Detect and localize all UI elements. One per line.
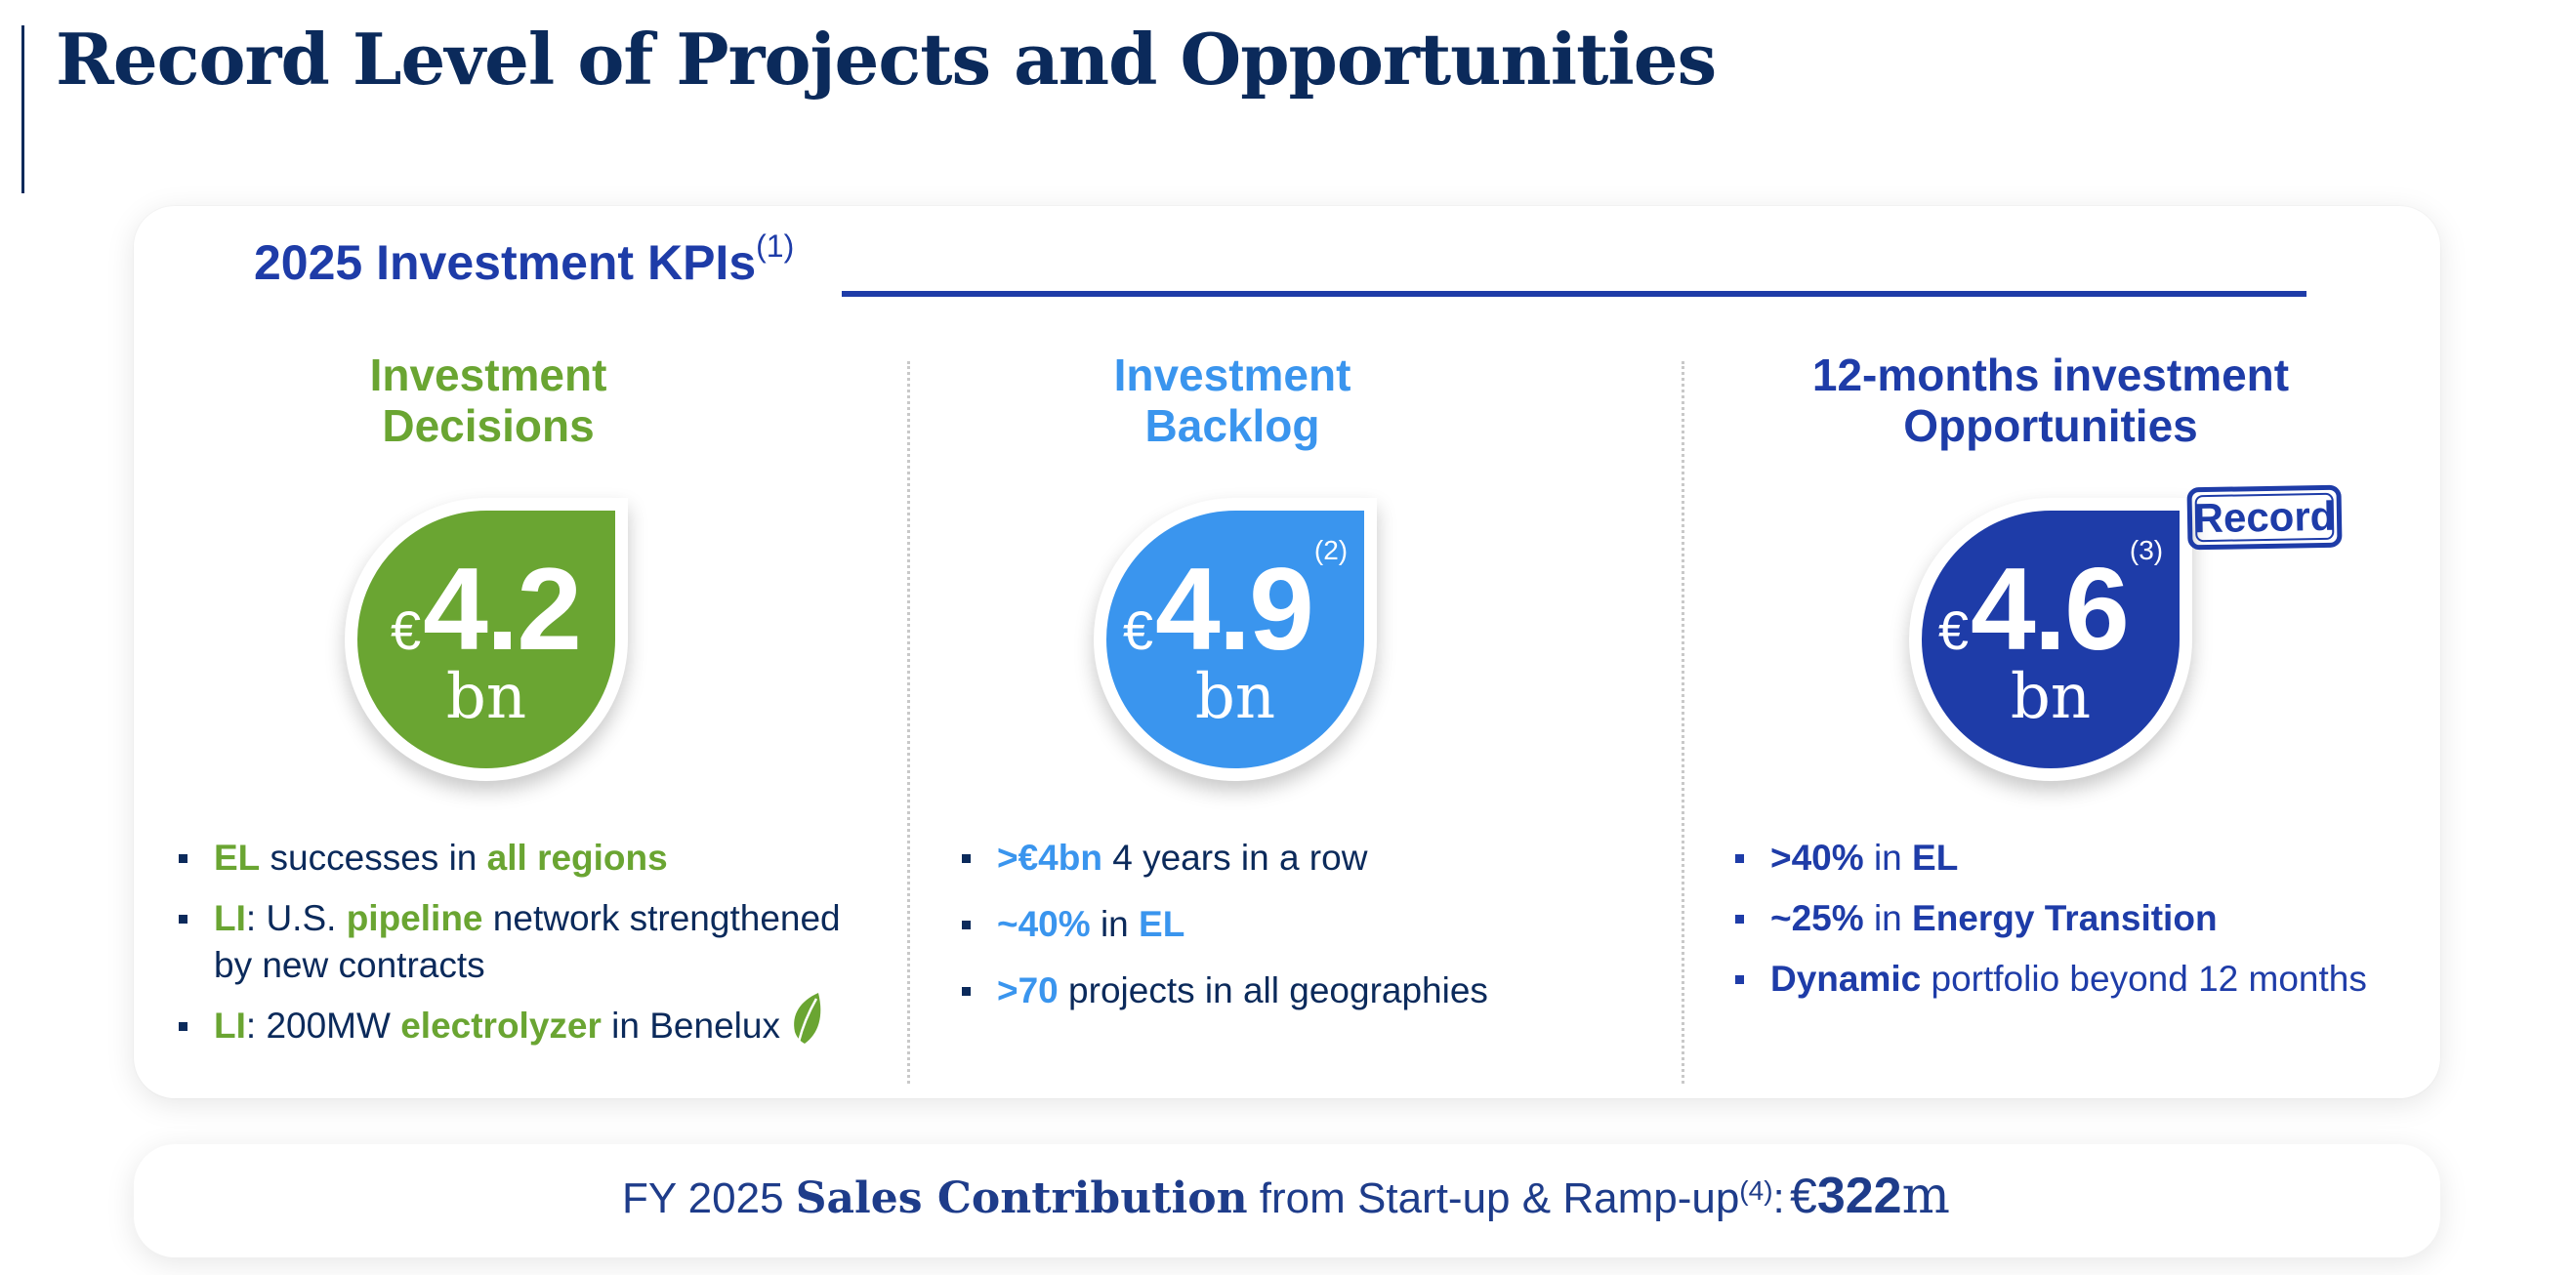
bullet-highlight: LI	[214, 898, 246, 938]
column-divider	[907, 361, 910, 1084]
column-title-investment-backlog: Investment Backlog	[1037, 350, 1428, 451]
column-title-investment-opportunities: 12-months investment Opportunities	[1728, 350, 2373, 451]
bullet-list-investment-opportunities: >40% in EL ~25% in Energy Transition Dyn…	[1735, 835, 2419, 1016]
list-item: >40% in EL	[1735, 835, 2419, 882]
sales-prefix: FY 2025	[622, 1174, 796, 1222]
column-divider	[1682, 361, 1684, 1084]
column-title-line: Investment	[369, 350, 607, 400]
bullet-marker	[962, 987, 971, 996]
kpi-unit: bn	[445, 661, 527, 733]
bullet-marker	[962, 854, 971, 863]
bullet-highlight: EL	[1139, 904, 1185, 944]
bullet-text: successes in	[260, 838, 487, 878]
bullet-highlight: LI	[214, 1006, 246, 1046]
bullet-marker	[179, 915, 187, 924]
title-accent-bar	[21, 25, 24, 193]
kpi-number: 4.9	[1155, 544, 1314, 675]
bullet-highlight: electrolyzer	[400, 1006, 602, 1046]
bullet-text: : U.S.	[245, 898, 347, 938]
bullet-marker	[179, 1022, 187, 1031]
bullet-highlight: Dynamic	[1770, 959, 1922, 999]
bullet-highlight: ~25%	[1770, 898, 1864, 938]
kpi-number: 4.2	[423, 544, 582, 675]
kpi-badge-investment-opportunities: €4.6 (3) bn	[1909, 498, 2202, 791]
bullet-highlight: ~40%	[997, 904, 1091, 944]
kpi-badge-drop: €4.9 (2) bn	[1094, 498, 1377, 781]
bullet-highlight: all regions	[486, 838, 668, 878]
bullet-highlight: >70	[997, 970, 1059, 1010]
column-title-investment-decisions: Investment Decisions	[293, 350, 684, 451]
bullet-marker	[1735, 975, 1744, 984]
bullet-text: network strengthened by new contracts	[214, 898, 841, 985]
kpi-unit: bn	[2010, 661, 2092, 733]
column-title-line: 12-months investment	[1811, 350, 2290, 400]
bullet-list-investment-decisions: EL successes in all regions LI: U.S. pip…	[179, 835, 862, 1063]
kpi-currency: €	[391, 599, 422, 661]
bullet-list-investment-backlog: >€4bn 4 years in a row ~40% in EL >70 pr…	[962, 835, 1645, 1028]
kpi-footnote: (2)	[1313, 535, 1349, 565]
kpi-heading-text: 2025 Investment KPIs	[254, 235, 757, 290]
bullet-text: portfolio beyond 12 months	[1921, 959, 2367, 999]
list-item: LI: U.S. pipeline network strengthened b…	[179, 895, 862, 989]
sales-contribution-value: €322m	[1790, 1164, 1950, 1228]
record-stamp: Record	[2186, 484, 2343, 551]
bullet-text: in	[1863, 898, 1913, 938]
sales-footnote: (4)	[1739, 1175, 1773, 1206]
kpi-heading-rule	[842, 291, 2306, 297]
sales-contribution-card	[134, 1144, 2440, 1257]
kpi-currency: €	[1937, 599, 1970, 661]
kpi-footnote: (3)	[2129, 535, 2164, 565]
bullet-marker	[179, 854, 187, 863]
kpi-unit: bn	[1194, 661, 1276, 733]
kpi-number: 4.6	[1971, 544, 2130, 675]
sales-bold: Sales Contribution	[795, 1173, 1248, 1223]
bullet-highlight: Energy Transition	[1912, 898, 2218, 938]
kpi-badge-drop: €4.2 bn	[345, 498, 628, 781]
kpi-value: €4.2	[391, 551, 582, 668]
page-title: Record Level of Projects and Opportuniti…	[56, 18, 1717, 101]
bullet-text: 4 years in a row	[1101, 838, 1368, 878]
sales-colon: :	[1772, 1174, 1785, 1222]
bullet-text: in	[1090, 904, 1140, 944]
column-title-line: Decisions	[382, 400, 595, 451]
list-item: ~25% in Energy Transition	[1735, 895, 2419, 942]
sales-contribution-label: FY 2025 Sales Contribution from Start-up…	[622, 1170, 1785, 1228]
bullet-marker	[962, 921, 971, 929]
sales-suffix: from Start-up & Ramp-up	[1247, 1174, 1740, 1222]
list-item: EL successes in all regions	[179, 835, 862, 882]
bullet-text: projects in all geographies	[1058, 970, 1488, 1010]
sales-unit: m	[1901, 1167, 1950, 1225]
column-title-line: Investment	[1113, 350, 1351, 400]
kpi-badge-investment-decisions: €4.2 bn	[345, 498, 638, 791]
bullet-highlight: EL	[1912, 838, 1959, 878]
column-title-line: Opportunities	[1903, 400, 2198, 451]
bullet-highlight: >€4bn	[997, 838, 1102, 878]
kpi-value: €4.9 (2)	[1122, 537, 1348, 675]
leaf-icon	[794, 993, 821, 1044]
kpi-heading-footnote: (1)	[756, 228, 795, 264]
kpi-currency: €	[1122, 599, 1154, 661]
bullet-marker	[1735, 854, 1744, 863]
kpi-value: €4.6 (3)	[1937, 537, 2163, 675]
kpi-badge-investment-backlog: €4.9 (2) bn	[1094, 498, 1387, 791]
sales-currency: €	[1790, 1169, 1817, 1223]
list-item: >70 projects in all geographies	[962, 967, 1645, 1014]
list-item: ~40% in EL	[962, 901, 1645, 948]
list-item: >€4bn 4 years in a row	[962, 835, 1645, 882]
sales-number: 322	[1816, 1168, 1902, 1224]
bullet-text: : 200MW	[245, 1006, 401, 1046]
bullet-highlight: >40%	[1770, 838, 1864, 878]
list-item: LI: 200MW electrolyzer in Benelux	[179, 1003, 862, 1049]
list-item: Dynamic portfolio beyond 12 months	[1735, 956, 2419, 1003]
bullet-highlight: EL	[214, 838, 261, 878]
bullet-text: in Benelux	[601, 1006, 780, 1046]
bullet-highlight: pipeline	[346, 898, 483, 938]
kpi-badge-drop: €4.6 (3) bn	[1909, 498, 2192, 781]
kpi-section-heading: 2025 Investment KPIs(1)	[254, 228, 794, 291]
bullet-marker	[1735, 915, 1744, 924]
column-title-line: Backlog	[1144, 400, 1320, 451]
bullet-text: in	[1863, 838, 1913, 878]
